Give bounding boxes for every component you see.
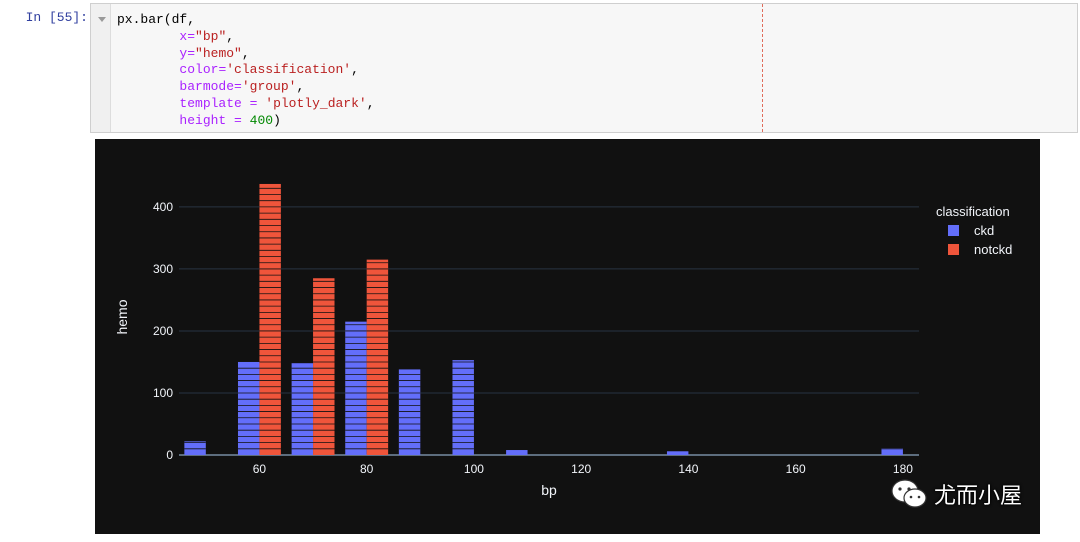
code-editor[interactable]: px.bar(df, x="bp", y="hemo", color='clas… [117,12,375,128]
code-val-y: "hemo" [195,45,242,61]
x-axis-title: bp [541,482,557,498]
y-tick-label: 400 [153,200,173,214]
code-val-color: 'classification' [226,62,352,78]
x-tick-label: 180 [893,462,913,476]
bar-ckd [452,360,474,455]
code-kw-template: template [179,95,242,111]
input-prompt: In [55]: [25,10,88,25]
bar-ckd [237,361,260,455]
legend-title: classification [936,204,1010,219]
bar-notckd [259,183,281,455]
code-kw-color: color [179,62,219,78]
legend-item-notckd: notckd [974,242,1012,257]
code-kw-x: x [179,28,188,44]
x-tick-label: 160 [786,462,806,476]
bar-ckd [506,450,528,455]
x-tick-label: 80 [360,462,374,476]
bar-ckd [184,441,206,455]
code-val-height: 400 [249,112,274,128]
line-length-ruler [762,4,763,132]
bar-notckd [366,259,389,455]
watermark: 尤而小屋 [890,474,1050,514]
y-tick-label: 100 [153,386,173,400]
bar-ckd [291,363,314,455]
x-tick-label: 140 [678,462,698,476]
wechat-icon [891,479,927,508]
legend-swatch-notckd [948,244,959,255]
legend-item-ckd: ckd [974,223,994,238]
bar-ckd [345,321,367,455]
cell-output: 0 100 200 300 400 60 80 100 120 140 160 180 bp hemo cl… [95,139,1040,534]
x-tick-label: 60 [253,462,267,476]
code-val-barmode: 'group' [241,79,297,95]
bar-ckd [881,448,903,455]
code-val-template: 'plotly_dark' [265,95,367,111]
x-tick-label: 100 [464,462,484,476]
bar-ckd [666,451,689,455]
x-tick-label: 120 [571,462,591,476]
code-cell[interactable]: px.bar(df, x="bp", y="hemo", color='clas… [90,3,1078,133]
y-axis-title: hemo [114,299,130,334]
y-tick-label: 200 [153,324,173,338]
bar-notckd [313,278,335,455]
code-kw-height: height [179,112,227,128]
watermark-text: 尤而小屋 [934,484,1023,509]
bar-ckd [398,369,421,455]
code-val-x: "bp" [195,28,227,44]
bar-chart: 0 100 200 300 400 60 80 100 120 140 160 180 bp hemo cl… [114,183,1012,498]
collapse-arrow-icon[interactable] [98,17,106,22]
legend-swatch-ckd [948,225,959,236]
code-kw-barmode: barmode [179,79,235,95]
y-tick-label: 0 [166,448,173,462]
cell-gutter [91,4,111,132]
y-tick-label: 300 [153,262,173,276]
code-kw-y: y [179,45,188,61]
code-line-1: px.bar(df, [117,12,196,27]
